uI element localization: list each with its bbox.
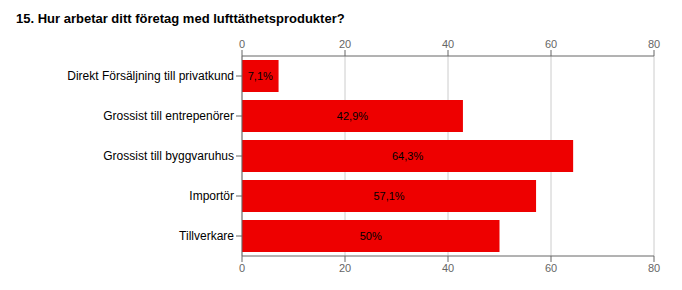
svg-text:Tillverkare: Tillverkare	[179, 229, 234, 243]
svg-text:40: 40	[442, 262, 454, 274]
svg-text:60: 60	[545, 262, 557, 274]
html-text:15. Hur arbetar ditt företag m: 15. Hur arbetar ditt företag med lufttät…	[16, 11, 345, 26]
svg-text:20: 20	[339, 38, 351, 50]
svg-text:7,1%: 7,1%	[248, 70, 273, 82]
svg-text:60: 60	[545, 38, 557, 50]
svg-text:40: 40	[442, 38, 454, 50]
svg-text:Importör: Importör	[189, 189, 234, 203]
svg-text:80: 80	[648, 38, 660, 50]
svg-text:Direkt Försäljning till privat: Direkt Försäljning till privatkund	[67, 69, 234, 83]
svg-text:57,1%: 57,1%	[373, 190, 404, 202]
svg-text:64,3%: 64,3%	[392, 150, 423, 162]
svg-text:80: 80	[648, 262, 660, 274]
svg-text:20: 20	[339, 262, 351, 274]
svg-text:42,9%: 42,9%	[337, 110, 368, 122]
svg-text:0: 0	[239, 262, 245, 274]
svg-text:0: 0	[239, 38, 245, 50]
svg-text:Grossist till byggvaruhus: Grossist till byggvaruhus	[103, 149, 234, 163]
svg-text:50%: 50%	[360, 230, 382, 242]
svg-text:Grossist till entrepenörer: Grossist till entrepenörer	[103, 109, 234, 123]
